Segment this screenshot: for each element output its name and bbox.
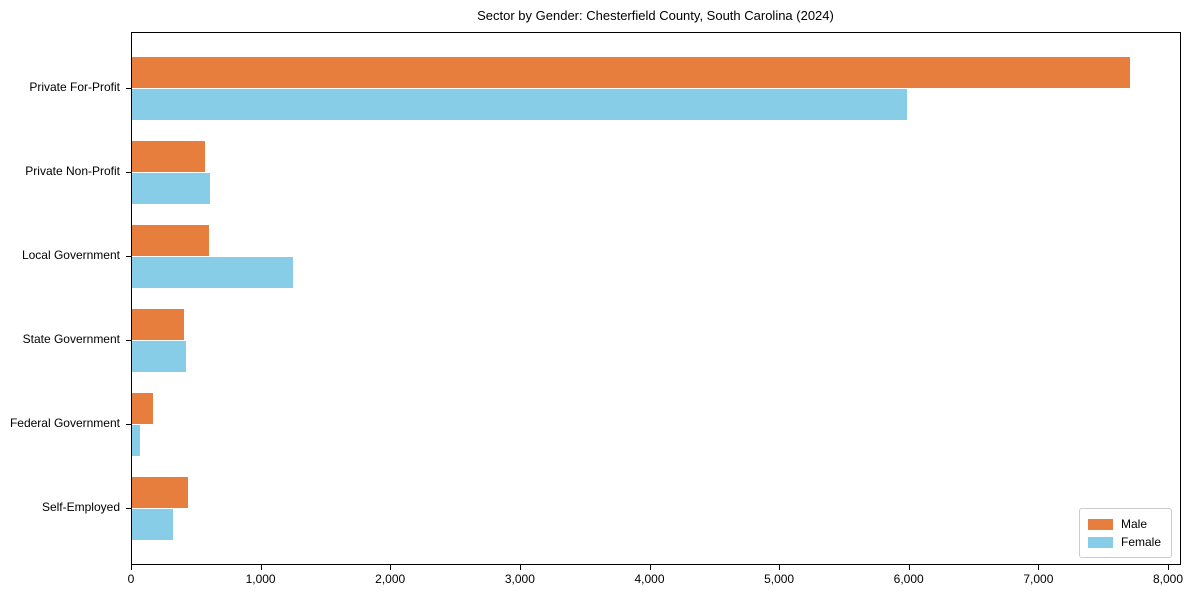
y-tick-5 <box>126 423 131 425</box>
x-tick-label: 6,000 <box>893 572 924 586</box>
category-label: Private Non-Profit <box>25 163 120 178</box>
y-tick-1 <box>126 87 131 89</box>
x-tick-label: 4,000 <box>634 572 665 586</box>
bar-male-1 <box>132 56 1131 89</box>
x-tick-8 <box>1038 565 1040 570</box>
bar-female-6 <box>132 508 173 541</box>
x-tick-label: 8,000 <box>1152 572 1184 586</box>
category-label: Local Government <box>21 247 120 262</box>
y-tick-4 <box>126 339 131 341</box>
chart-title: Sector by Gender: Chesterfield County, S… <box>477 8 834 23</box>
bar-female-4 <box>132 340 186 373</box>
y-tick-2 <box>126 171 131 173</box>
bar-female-5 <box>132 424 140 457</box>
bar-male-6 <box>132 476 189 509</box>
bar-female-1 <box>132 88 908 121</box>
bar-male-5 <box>132 392 154 425</box>
x-tick-label: 7,000 <box>1023 572 1054 586</box>
y-tick-6 <box>126 507 131 509</box>
x-tick-label: 2,000 <box>375 572 406 586</box>
legend-item-male: Male <box>1087 515 1161 533</box>
x-tick-6 <box>779 565 781 570</box>
x-tick-9 <box>1168 565 1169 570</box>
legend-swatch-male <box>1087 518 1113 530</box>
bar-female-3 <box>132 256 293 289</box>
bar-female-2 <box>132 172 211 205</box>
x-tick-2 <box>260 565 262 570</box>
x-tick-label: 3,000 <box>504 572 535 586</box>
x-tick-label: 5,000 <box>764 572 795 586</box>
x-tick-1 <box>131 565 132 570</box>
legend-label-male: Male <box>1120 517 1147 531</box>
legend: Male Female <box>1078 508 1172 558</box>
x-tick-7 <box>908 565 910 570</box>
legend-item-female: Female <box>1087 533 1161 551</box>
x-tick-5 <box>649 565 651 570</box>
x-tick-label: 1,000 <box>245 572 276 586</box>
y-tick-3 <box>126 255 131 257</box>
category-label: State Government <box>22 331 120 346</box>
bar-male-3 <box>132 224 209 257</box>
category-label: Private For-Profit <box>29 79 120 94</box>
bar-male-4 <box>132 308 184 341</box>
legend-label-female: Female <box>1120 535 1161 549</box>
plot-area: Male Female <box>131 32 1181 565</box>
x-tick-3 <box>390 565 392 570</box>
bar-male-2 <box>132 140 206 173</box>
legend-swatch-female <box>1087 536 1113 548</box>
x-tick-4 <box>519 565 521 570</box>
category-label: Federal Government <box>9 415 120 430</box>
category-label: Self-Employed <box>41 499 120 514</box>
x-tick-label: 0 <box>127 572 135 586</box>
